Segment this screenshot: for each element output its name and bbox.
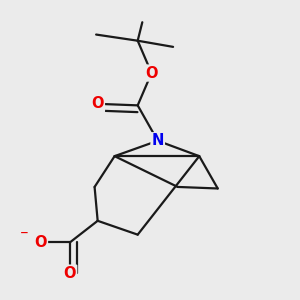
Text: N: N [152, 133, 164, 148]
Text: O: O [145, 65, 158, 80]
Text: −: − [20, 228, 28, 238]
Text: O: O [64, 266, 76, 280]
Text: O: O [92, 96, 104, 111]
Text: O: O [34, 235, 47, 250]
